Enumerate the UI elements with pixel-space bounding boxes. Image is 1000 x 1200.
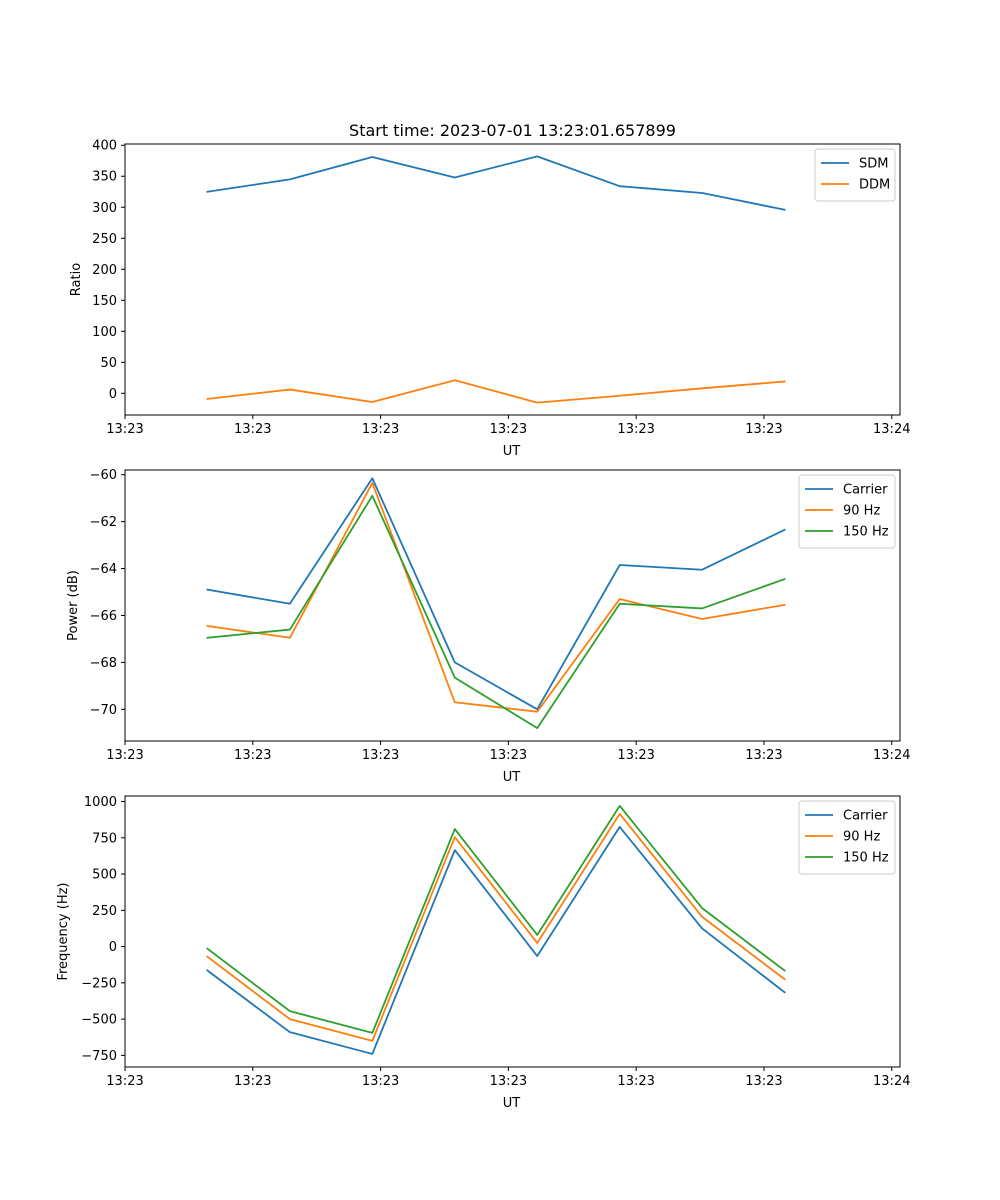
y-tick-label: 0 bbox=[109, 387, 117, 402]
subplot-3: 13:23 13:23 13:23 13:23 13:23 13:23 13:24 −750 −… bbox=[56, 795, 910, 1111]
plot-frame bbox=[124, 795, 901, 1068]
y-tick-label: 100 bbox=[92, 325, 117, 340]
legend: Carrier 90 Hz 150 Hz bbox=[798, 800, 896, 875]
x-tick-label: 13:23 bbox=[362, 422, 399, 437]
y-tick-label: 250 bbox=[92, 232, 117, 247]
y-tick-label: −68 bbox=[90, 656, 117, 671]
y-tick-label: 150 bbox=[92, 294, 117, 309]
x-axis-label: UT bbox=[503, 770, 521, 785]
x-axis-label: UT bbox=[503, 1096, 521, 1111]
x-tick-label: 13:23 bbox=[106, 748, 143, 763]
x-tick-label: 13:23 bbox=[745, 422, 782, 437]
x-tick-label: 13:23 bbox=[617, 422, 654, 437]
y-axis-label: Power (dB) bbox=[66, 570, 81, 641]
x-tick-label: 13:23 bbox=[490, 422, 527, 437]
y-tick-label: 1000 bbox=[84, 795, 117, 810]
y-tick-label: −64 bbox=[90, 562, 117, 577]
y-tick-label: −500 bbox=[81, 1013, 117, 1028]
y-tick-label: 500 bbox=[92, 868, 117, 883]
x-tick-label: 13:23 bbox=[234, 748, 271, 763]
series-line-carrier bbox=[206, 826, 786, 1055]
x-tick-label: 13:23 bbox=[234, 422, 271, 437]
y-tick-label: 300 bbox=[92, 201, 117, 216]
x-tick-label: 13:23 bbox=[106, 422, 143, 437]
x-tick-label: 13:24 bbox=[873, 748, 910, 763]
y-tick-label: −250 bbox=[81, 976, 117, 991]
legend-entry-90-hz: 90 Hz bbox=[843, 504, 880, 519]
y-tick-label: 400 bbox=[92, 139, 117, 154]
series-line-90-hz bbox=[206, 812, 786, 1042]
plot-frame bbox=[124, 469, 901, 742]
series-line-carrier bbox=[206, 477, 786, 711]
legend-box bbox=[814, 148, 896, 202]
y-tick-label: 350 bbox=[92, 170, 117, 185]
subplot-1: 13:23 13:23 13:23 13:23 13:23 13:23 13:24 0 50 10… bbox=[69, 121, 910, 459]
x-tick-label: 13:23 bbox=[617, 1074, 654, 1089]
y-tick-label: 50 bbox=[100, 356, 117, 371]
x-tick-label: 13:23 bbox=[745, 1074, 782, 1089]
series-line-150-hz bbox=[206, 804, 786, 1034]
y-tick-label: −60 bbox=[90, 468, 117, 483]
x-tick-label: 13:23 bbox=[362, 1074, 399, 1089]
y-tick-label: −62 bbox=[90, 515, 117, 530]
y-tick-label: 250 bbox=[92, 904, 117, 919]
x-tick-label: 13:23 bbox=[362, 748, 399, 763]
y-tick-label: 200 bbox=[92, 263, 117, 278]
legend-entry-sdm: SDM bbox=[859, 157, 888, 172]
series-line-sdm bbox=[206, 155, 786, 211]
legend-entry-carrier: Carrier bbox=[843, 809, 888, 824]
y-tick-label: −70 bbox=[90, 703, 117, 718]
series-line-150-hz bbox=[206, 494, 786, 729]
legend-box bbox=[798, 800, 896, 875]
y-tick-label: −66 bbox=[90, 609, 117, 624]
subplot-2: 13:23 13:23 13:23 13:23 13:23 13:23 13:24 −70 −6… bbox=[66, 468, 910, 785]
x-tick-label: 13:24 bbox=[873, 1074, 910, 1089]
legend-entry-carrier: Carrier bbox=[843, 483, 888, 498]
legend-entry-ddm: DDM bbox=[859, 178, 890, 193]
series-line-90-hz bbox=[206, 481, 786, 713]
x-tick-label: 13:23 bbox=[490, 1074, 527, 1089]
x-tick-label: 13:23 bbox=[490, 748, 527, 763]
series-line-ddm bbox=[206, 379, 786, 404]
x-tick-label: 13:23 bbox=[745, 748, 782, 763]
y-axis-label: Frequency (Hz) bbox=[56, 882, 71, 980]
y-axis-label: Ratio bbox=[69, 263, 84, 296]
x-tick-label: 13:23 bbox=[234, 1074, 271, 1089]
x-tick-label: 13:24 bbox=[873, 422, 910, 437]
plot-frame bbox=[124, 143, 901, 416]
y-tick-label: −750 bbox=[81, 1049, 117, 1064]
legend-box bbox=[798, 474, 896, 549]
legend-entry-150-hz: 150 Hz bbox=[843, 525, 889, 540]
x-axis-label: UT bbox=[503, 444, 521, 459]
x-tick-label: 13:23 bbox=[106, 1074, 143, 1089]
y-tick-label: 750 bbox=[92, 831, 117, 846]
legend: SDM DDM bbox=[814, 148, 896, 202]
chart-title: Start time: 2023-07-01 13:23:01.657899 bbox=[349, 121, 676, 140]
x-tick-label: 13:23 bbox=[617, 748, 654, 763]
legend-entry-90-hz: 90 Hz bbox=[843, 830, 880, 845]
y-tick-label: 0 bbox=[109, 940, 117, 955]
legend-entry-150-hz: 150 Hz bbox=[843, 851, 889, 866]
legend: Carrier 90 Hz 150 Hz bbox=[798, 474, 896, 549]
